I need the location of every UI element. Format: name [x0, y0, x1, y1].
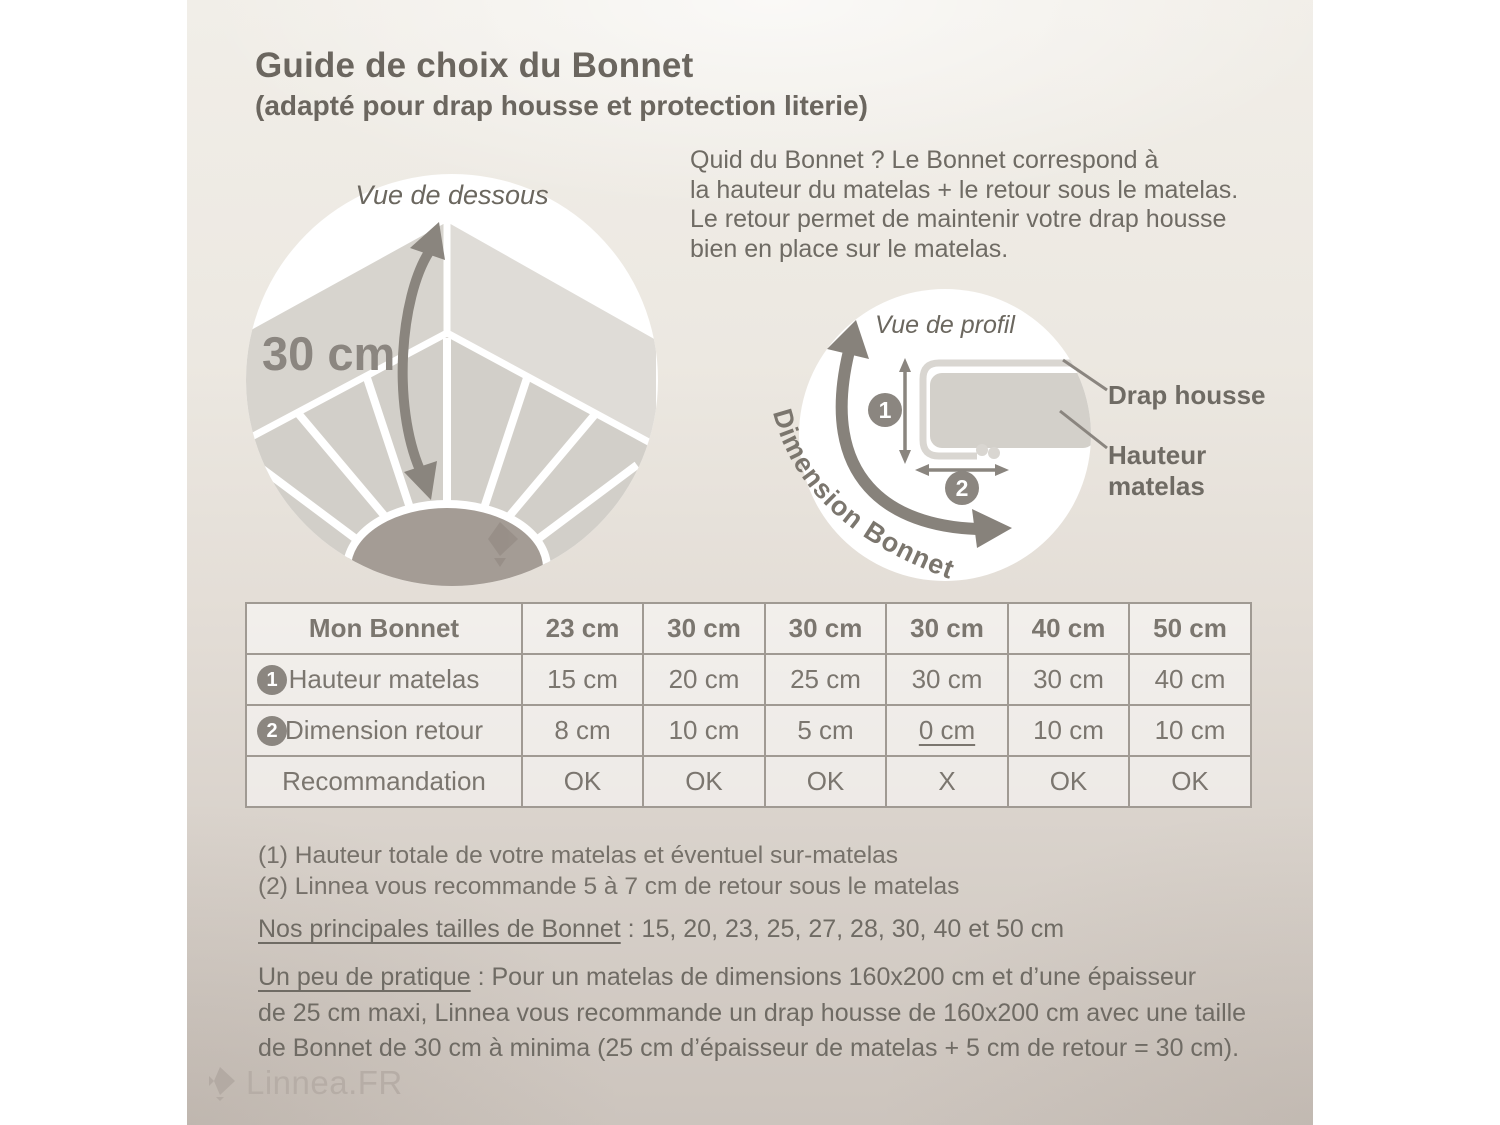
value-cell: 15 cm — [521, 653, 644, 706]
value-cell: OK — [521, 755, 644, 808]
watermark-leaf-icon — [488, 522, 518, 567]
bottom-view-caption: Vue de dessous — [355, 180, 548, 210]
value-cell: OK — [764, 755, 887, 808]
sheet-elastic-curl — [976, 444, 988, 456]
sheet-elastic-curl — [988, 447, 1000, 459]
fitted-sheet-outline — [919, 359, 1091, 460]
row-label-cell: Recommandation — [245, 755, 523, 808]
row-label: Dimension retour — [285, 715, 483, 745]
intro-paragraph: Quid du Bonnet ? Le Bonnet correspond à … — [690, 146, 1239, 263]
mattress-profile — [930, 373, 1091, 448]
arc-arrowhead-top — [827, 320, 869, 359]
header-value-cell: 30 cm — [642, 602, 766, 655]
bottom-view-diagram: Vue de dessous 30 cm — [246, 174, 658, 586]
mattress-left-band — [246, 222, 447, 440]
linnea-leaf-icon — [209, 1067, 235, 1101]
footnotes: (1) Hauteur totale de votre matelas et é… — [258, 840, 959, 902]
value-cell: 0 cm — [885, 704, 1009, 757]
value-cell: 10 cm — [1128, 704, 1252, 757]
value-cell: OK — [1007, 755, 1130, 808]
gather-ray — [502, 409, 601, 523]
mattress-right-band — [447, 222, 656, 444]
footnote-1: (1) Hauteur totale de votre matelas et é… — [258, 842, 899, 869]
table-row-retour: 2 Dimension retour 8 cm 10 cm 5 cm 0 cm … — [245, 704, 1252, 757]
value-cell: 5 cm — [764, 704, 887, 757]
badge-2-circle — [945, 471, 979, 505]
table-row-hauteur: 1 Hauteur matelas 15 cm 20 cm 25 cm 30 c… — [245, 653, 1252, 706]
header-label-cell: Mon Bonnet — [245, 602, 523, 655]
value-cell: 10 cm — [642, 704, 766, 757]
label-drap-housse: Drap housse — [1108, 380, 1266, 410]
pointer-line-mattress — [1059, 409, 1108, 450]
arrowhead-up — [899, 358, 911, 372]
badge-1: 1 — [257, 664, 287, 695]
value-cell: 30 cm — [1007, 653, 1130, 706]
header-value-cell: 23 cm — [521, 602, 644, 655]
practice-rest: : Pour un matelas de dimensions 160x200 … — [258, 963, 1247, 1062]
gather-ray — [531, 461, 640, 546]
page-title: Guide de choix du Bonnet — [255, 46, 694, 85]
sizes-line: Nos principales tailles de Bonnet : 15, … — [258, 915, 1064, 944]
header-value-cell: 30 cm — [764, 602, 887, 655]
header-value-cell: 40 cm — [1007, 602, 1130, 655]
practice-paragraph: Un peu de pratique : Pour un matelas de … — [258, 960, 1273, 1067]
row-label-cell: 1 Hauteur matelas — [245, 653, 523, 706]
gather-ray — [293, 409, 392, 523]
table-row-recommandation: Recommandation OK OK OK X OK OK — [245, 755, 1252, 808]
row-label: Hauteur matelas — [288, 664, 480, 694]
pointer-line-sheet — [1062, 358, 1108, 392]
underlined-value: 0 cm — [918, 715, 976, 745]
sizes-lead: Nos principales tailles de Bonnet — [258, 915, 621, 943]
sizes-rest: : 15, 20, 23, 25, 27, 28, 30, 40 et 50 c… — [620, 915, 1065, 943]
arrowhead-bottom — [404, 461, 437, 500]
gather-ray — [254, 461, 363, 546]
profile-view-diagram: 1 2 Vue de profil Dimension Bonnet — [767, 289, 1108, 585]
value-cell: 30 cm — [885, 653, 1009, 706]
bonnet-table: Mon Bonnet 23 cm 30 cm 30 cm 30 cm 40 cm… — [245, 602, 1252, 808]
badge-2: 2 — [257, 715, 287, 746]
bonnet-measurement-label: 30 cm — [262, 327, 395, 380]
bonnet-table-wrapper: Mon Bonnet 23 cm 30 cm 30 cm 30 cm 40 cm… — [245, 602, 1252, 808]
arrowhead-left — [915, 464, 929, 476]
practice-lead: Un peu de pratique — [258, 963, 471, 991]
value-cell: 25 cm — [764, 653, 887, 706]
footnote-2: (2) Linnea vous recommande 5 à 7 cm de r… — [258, 873, 960, 900]
value-cell: OK — [1128, 755, 1252, 808]
bonnet-measure-arrow — [397, 249, 434, 472]
badge-1-number: 1 — [879, 397, 892, 423]
linnea-logo-text: Linnea.FR — [246, 1064, 403, 1101]
profile-view-caption: Vue de profil — [875, 311, 1016, 339]
linnea-logo: Linnea.FR — [207, 1064, 403, 1102]
value-cell: 20 cm — [642, 653, 766, 706]
value-cell: 40 cm — [1128, 653, 1252, 706]
gather-ray — [480, 376, 531, 510]
dimension-bonnet-arc — [835, 349, 978, 535]
table-row-header: Mon Bonnet 23 cm 30 cm 30 cm 30 cm 40 cm… — [245, 602, 1252, 655]
badge-2-number: 2 — [956, 475, 969, 501]
row-label-cell: 2 Dimension retour — [245, 704, 523, 757]
page-subtitle: (adapté pour drap housse et protection l… — [255, 90, 868, 121]
arrowhead-right — [995, 464, 1009, 476]
value-cell: 10 cm — [1007, 704, 1130, 757]
gather-ray — [363, 376, 414, 510]
header-value-cell: 30 cm — [885, 602, 1009, 655]
arrowhead-top — [410, 222, 445, 260]
arrowhead-down — [899, 450, 911, 464]
value-cell: 8 cm — [521, 704, 644, 757]
label-hauteur-matelas: Hauteur matelas — [1108, 440, 1207, 501]
header-value-cell: 50 cm — [1128, 602, 1252, 655]
value-cell-fail: X — [885, 755, 1009, 808]
arc-arrowhead-bottom — [972, 509, 1012, 548]
badge-1-circle — [868, 393, 902, 427]
value-cell: OK — [642, 755, 766, 808]
